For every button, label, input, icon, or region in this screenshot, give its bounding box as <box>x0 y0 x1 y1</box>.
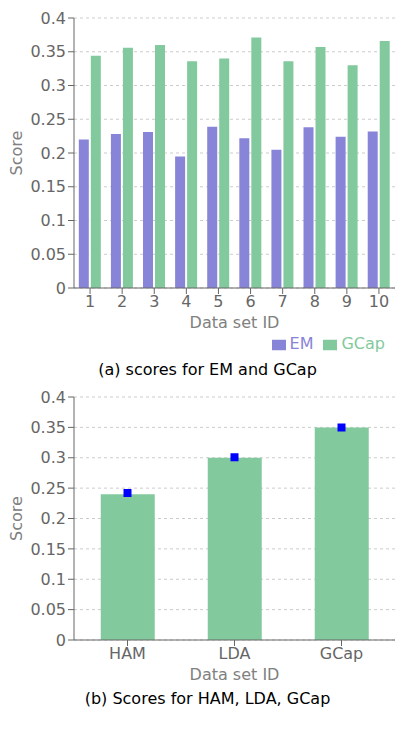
svg-text:9: 9 <box>342 292 352 311</box>
html-text:(a) scores for EM and GCap: (a) scores for EM and GCap <box>98 360 317 379</box>
html-text:EM: EM <box>289 334 314 353</box>
svg-text:0.05: 0.05 <box>30 245 66 264</box>
svg-text:0.3: 0.3 <box>41 76 66 95</box>
svg-text:0.35: 0.35 <box>30 418 66 437</box>
svg-text:0.4: 0.4 <box>41 388 66 407</box>
svg-text:0.2: 0.2 <box>41 144 66 163</box>
svg-text:10: 10 <box>369 292 389 311</box>
svg-text:0: 0 <box>56 631 66 650</box>
svg-text:LDA: LDA <box>219 644 251 663</box>
svg-text:4: 4 <box>181 292 191 311</box>
html-text:GCap: GCap <box>341 334 385 353</box>
svg-text:Score: Score <box>8 131 26 176</box>
svg-text:8: 8 <box>310 292 320 311</box>
svg-text:0: 0 <box>56 279 66 298</box>
svg-text:Data set ID: Data set ID <box>190 313 280 332</box>
svg-text:0.2: 0.2 <box>41 509 66 528</box>
svg-text:7: 7 <box>278 292 288 311</box>
svg-text:0.25: 0.25 <box>30 479 66 498</box>
svg-text:0.05: 0.05 <box>30 600 66 619</box>
html-text:(b) Scores for HAM, LDA, GCap: (b) Scores for HAM, LDA, GCap <box>84 689 331 708</box>
svg-text:Data set ID: Data set ID <box>190 665 280 684</box>
svg-text:0.25: 0.25 <box>30 110 66 129</box>
svg-text:HAM: HAM <box>109 644 146 663</box>
svg-text:0.15: 0.15 <box>30 177 66 196</box>
svg-text:5: 5 <box>213 292 223 311</box>
svg-text:2: 2 <box>117 292 127 311</box>
svg-text:0.15: 0.15 <box>30 540 66 559</box>
svg-text:Score: Score <box>8 496 26 541</box>
svg-text:0.3: 0.3 <box>41 448 66 467</box>
svg-text:6: 6 <box>245 292 255 311</box>
svg-text:3: 3 <box>149 292 159 311</box>
svg-text:GCap: GCap <box>320 644 364 663</box>
svg-text:0.1: 0.1 <box>41 211 66 230</box>
svg-text:1: 1 <box>85 292 95 311</box>
svg-text:0.35: 0.35 <box>30 42 66 61</box>
svg-text:0.1: 0.1 <box>41 570 66 589</box>
svg-text:0.4: 0.4 <box>41 9 66 28</box>
